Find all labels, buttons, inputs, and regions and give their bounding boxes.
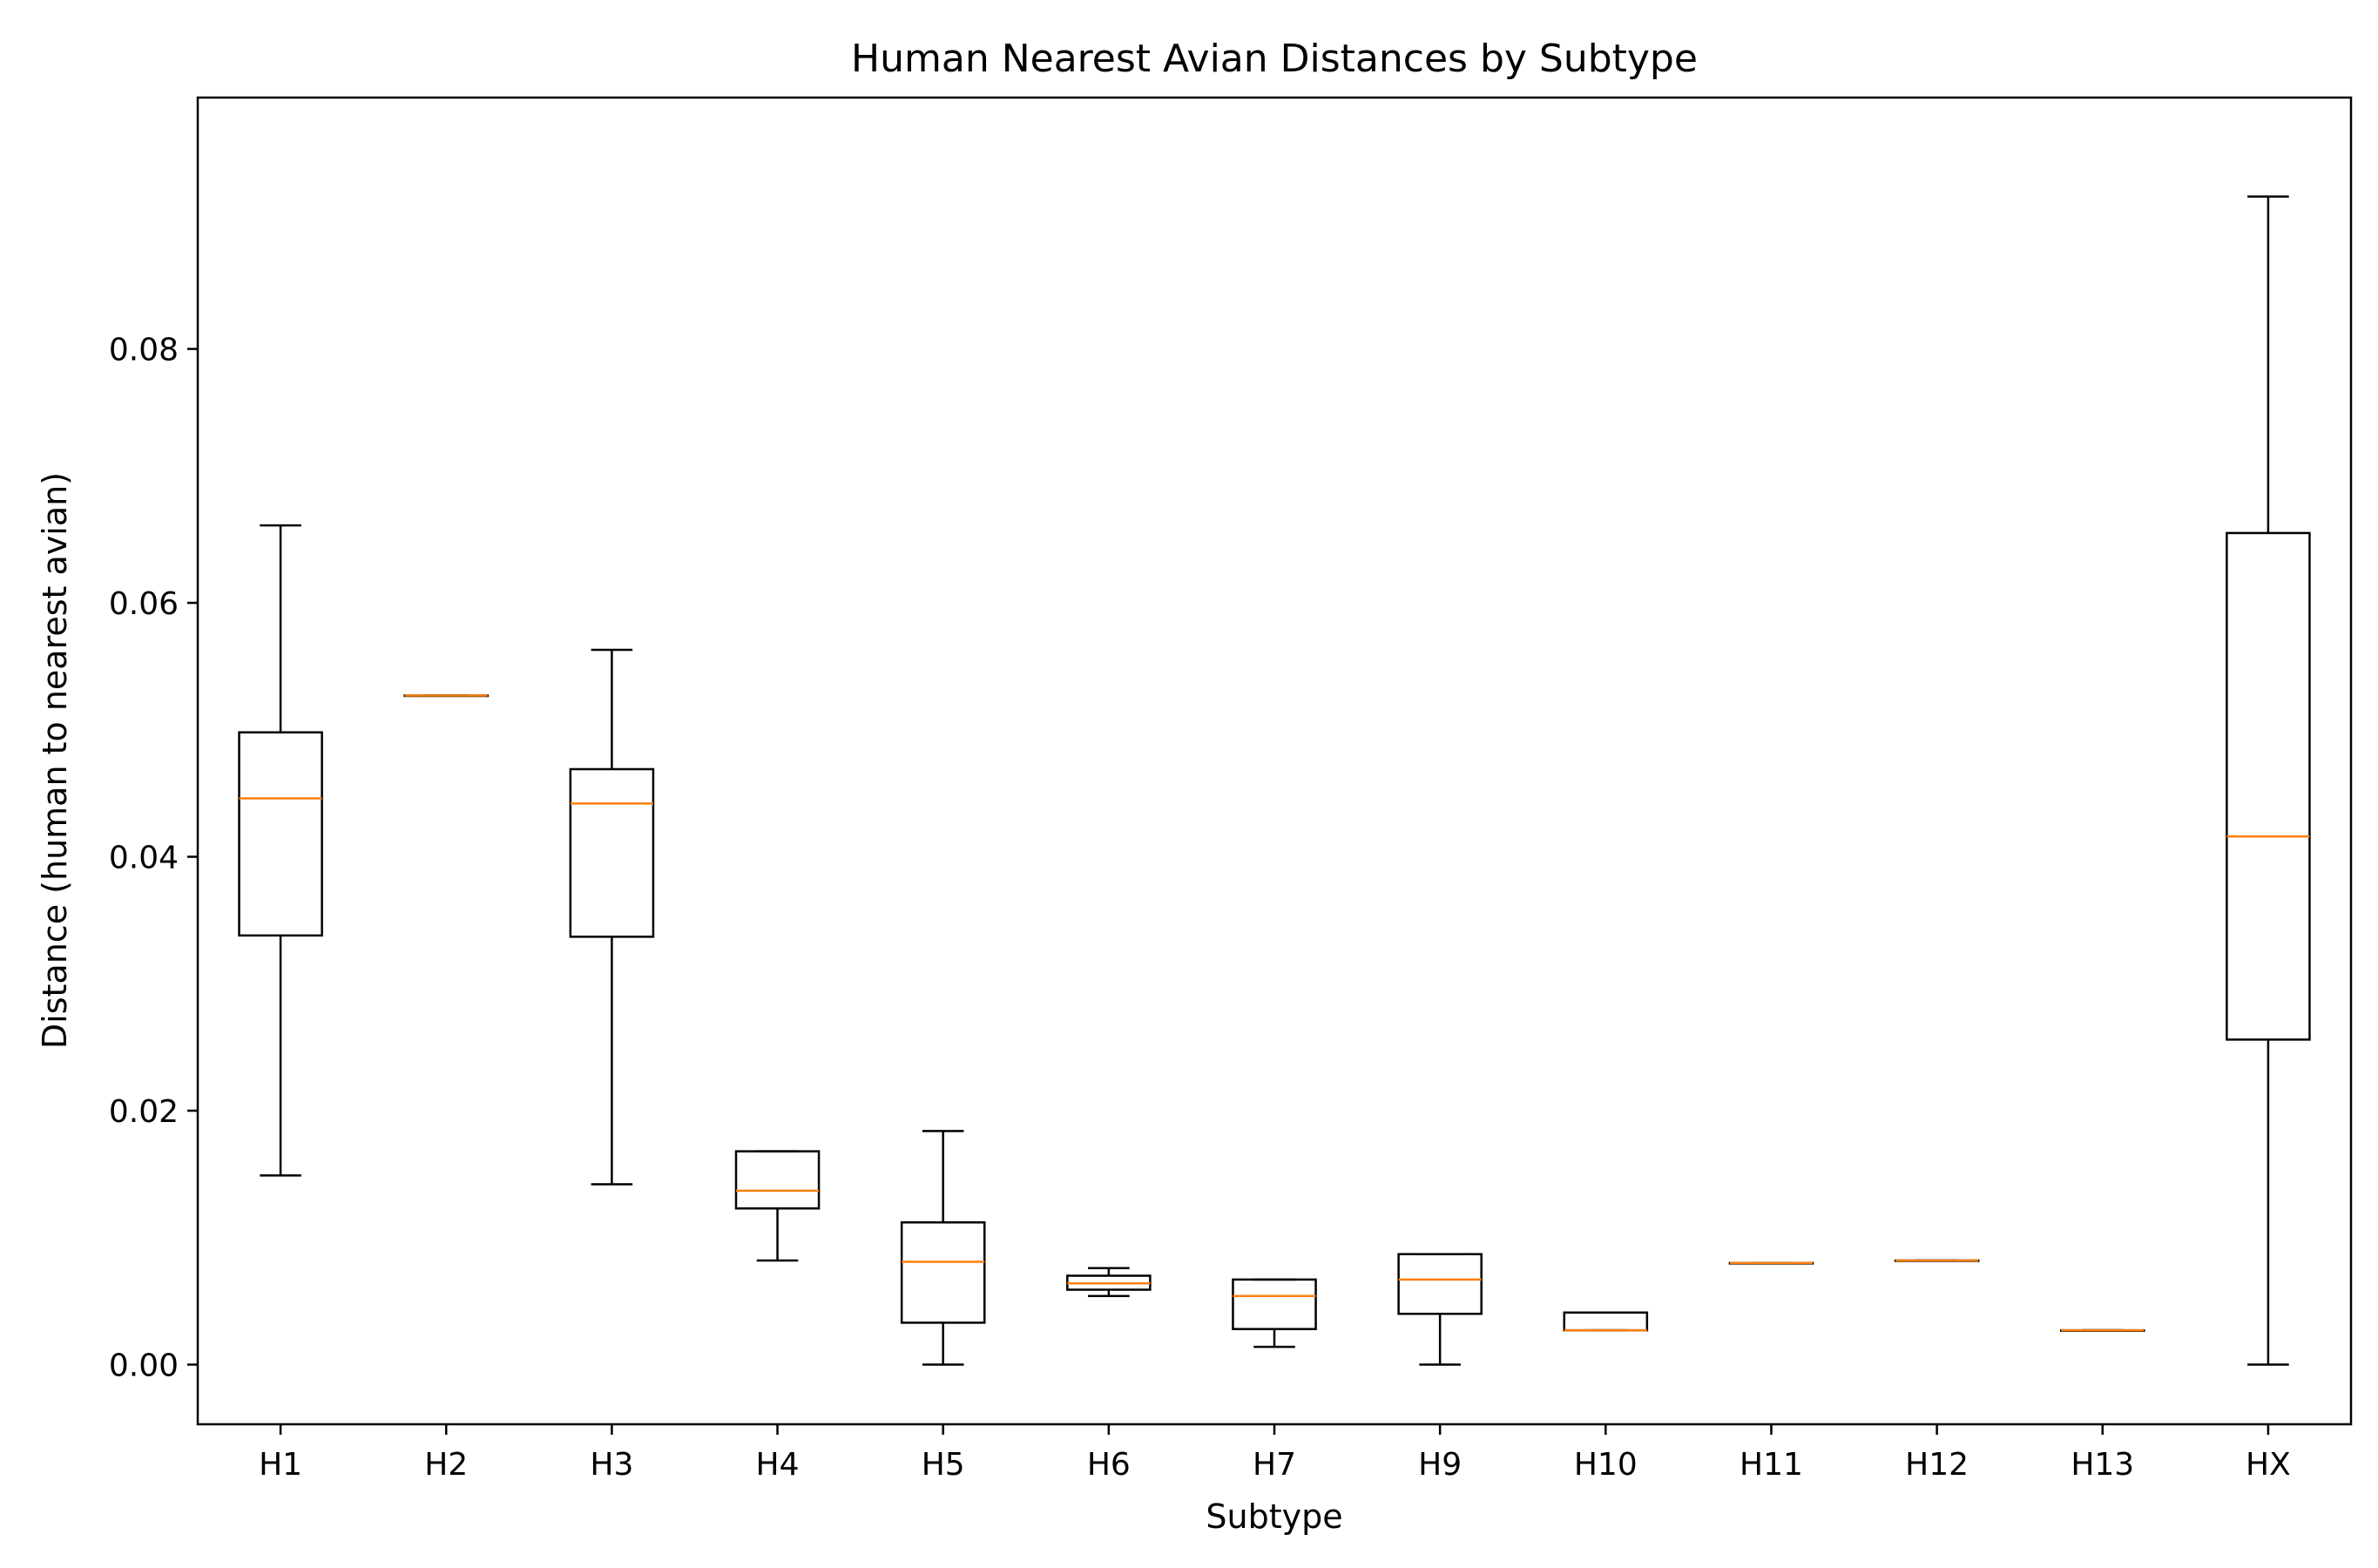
iqr-box	[569, 767, 655, 938]
box-h10	[1563, 1311, 1649, 1332]
box-h7	[1232, 1278, 1317, 1348]
y-axis-label: Distance (human to nearest avian)	[36, 472, 74, 1049]
x-tick-label: H11	[1740, 1447, 1803, 1483]
x-tick-label: H12	[1905, 1447, 1969, 1483]
box-h4	[734, 1150, 821, 1262]
x-tick-label: H2	[424, 1447, 468, 1483]
box-h1	[238, 524, 323, 1177]
iqr-box	[238, 731, 323, 937]
x-tick-label: H5	[922, 1447, 965, 1483]
box-h6	[1066, 1267, 1152, 1298]
y-axis: 0.00 0.02 0.04 0.06 0.08	[109, 333, 198, 1384]
x-tick-label: HX	[2246, 1447, 2291, 1483]
box-h12	[1894, 1259, 1980, 1262]
x-tick-label: H10	[1574, 1447, 1638, 1483]
x-axis-label: Subtype	[1206, 1497, 1342, 1536]
x-tick-label: H9	[1418, 1447, 1462, 1483]
box-h9	[1397, 1253, 1483, 1366]
plot-frame	[196, 96, 2353, 1426]
x-tick-label: H4	[756, 1447, 800, 1483]
box-h13	[2059, 1328, 2145, 1332]
box-h11	[1728, 1261, 1814, 1265]
x-tick-label: H7	[1253, 1447, 1296, 1483]
x-tick-label: H1	[259, 1447, 302, 1483]
box-hx	[2226, 195, 2311, 1366]
boxes-layer	[238, 195, 2311, 1366]
x-tick-label: H13	[2071, 1447, 2134, 1483]
y-tick-label: 0.04	[109, 841, 179, 876]
box-h2	[403, 694, 490, 698]
y-tick-label: 0.02	[109, 1094, 179, 1130]
iqr-box	[1232, 1278, 1317, 1330]
y-tick-label: 0.08	[109, 333, 179, 368]
chart-title: Human Nearest Avian Distances by Subtype	[851, 37, 1698, 81]
x-tick-label: H3	[590, 1447, 633, 1483]
box-h3	[569, 648, 655, 1186]
iqr-box	[734, 1150, 821, 1210]
iqr-box	[1397, 1253, 1483, 1315]
y-tick-label: 0.06	[109, 586, 179, 622]
iqr-box	[900, 1221, 986, 1324]
x-tick-label: H6	[1087, 1447, 1131, 1483]
iqr-box	[2226, 531, 2311, 1041]
y-tick-label: 0.00	[109, 1348, 179, 1384]
box-h5	[900, 1130, 986, 1366]
x-axis: H1 H2 H3 H4 H5 H6 H7 H9 H10 H11 H12 H13 HX	[259, 1424, 2291, 1483]
